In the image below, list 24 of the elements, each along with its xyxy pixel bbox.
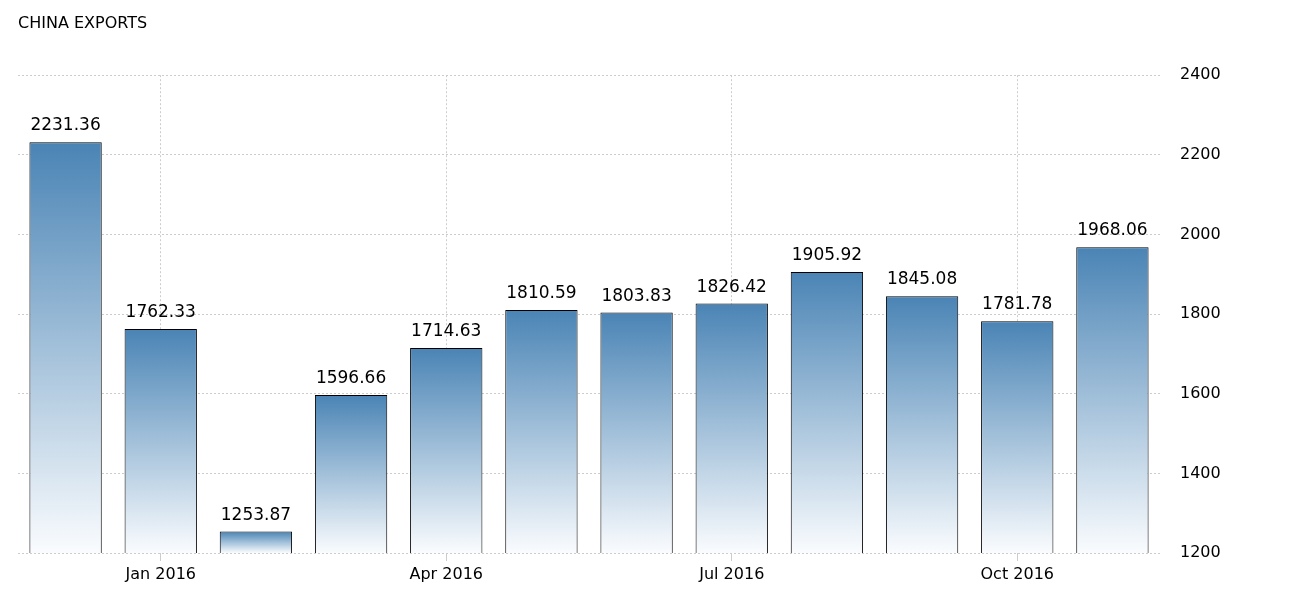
y-tick-label: 1200 — [1180, 542, 1221, 562]
y-tick-label: 2200 — [1180, 143, 1221, 163]
data-label: 1596.66 — [315, 367, 387, 388]
x-tick-label: Apr 2016 — [409, 563, 483, 583]
data-label: 1781.78 — [982, 293, 1053, 314]
data-label: 1253.87 — [220, 503, 292, 524]
data-label: 1968.06 — [1077, 219, 1148, 240]
x-tick-label: Oct 2016 — [980, 563, 1054, 583]
x-tick-label: Jul 2016 — [698, 563, 765, 583]
y-tick-label: 2000 — [1180, 223, 1221, 243]
chart-title: CHINA EXPORTS — [18, 12, 148, 32]
data-label: 1905.92 — [791, 243, 863, 264]
y-tick-label: 1600 — [1180, 382, 1221, 402]
data-label: 2231.36 — [30, 114, 101, 135]
data-label: 1810.59 — [506, 281, 577, 302]
data-label: 1803.83 — [601, 284, 672, 305]
data-label: 1714.63 — [411, 320, 482, 341]
y-tick-label: 1400 — [1180, 462, 1221, 482]
y-tick-label: 2400 — [1180, 64, 1221, 84]
data-label: 1826.42 — [696, 275, 767, 296]
y-tick-label: 1800 — [1180, 303, 1221, 323]
data-label: 1845.08 — [886, 268, 958, 289]
data-label: 1762.33 — [125, 301, 196, 322]
x-tick-label: Jan 2016 — [124, 563, 196, 583]
